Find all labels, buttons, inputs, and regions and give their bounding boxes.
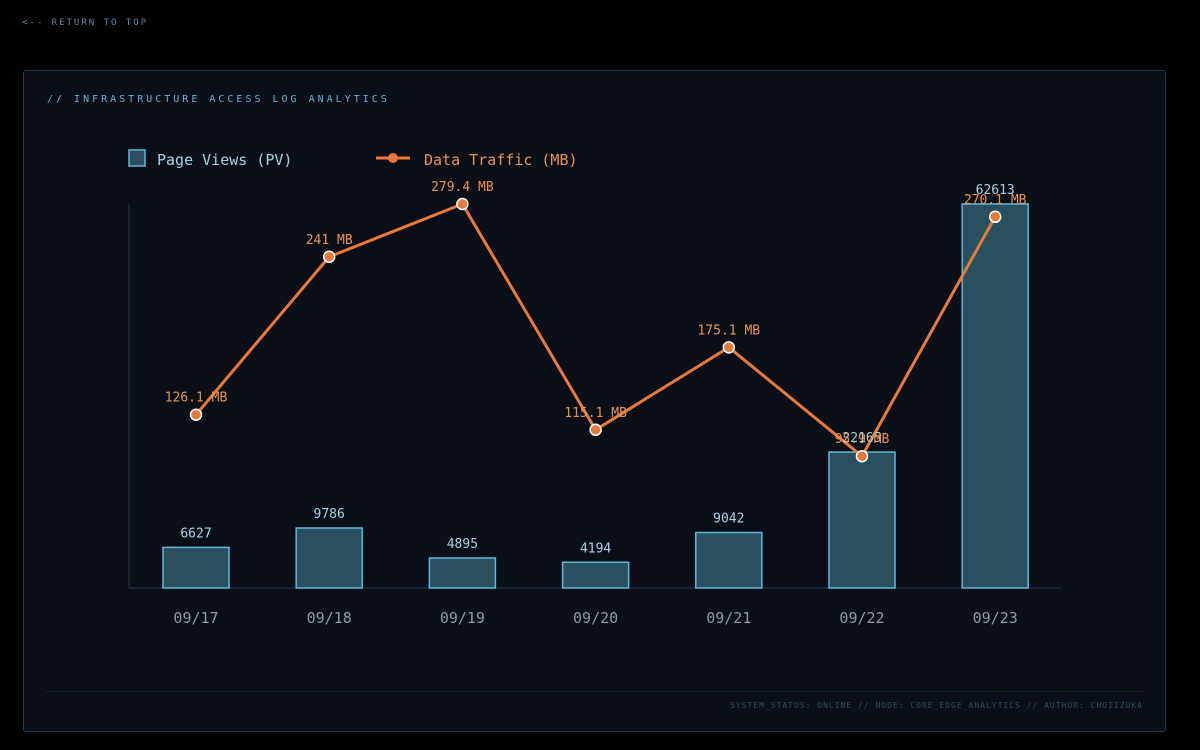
bar-value-label: 4895	[447, 537, 478, 552]
bar-value-label: 9786	[314, 507, 345, 522]
legend-data-traffic-label: Data Traffic (MB)	[424, 151, 578, 169]
line-value-label: 95.9 MB	[835, 432, 890, 447]
data-traffic-point	[855, 449, 869, 463]
bar-value-label: 4194	[580, 541, 611, 556]
x-tick-label: 09/18	[307, 609, 352, 627]
x-tick-label: 09/22	[839, 609, 884, 627]
footer-divider	[46, 691, 1143, 692]
line-value-label: 175.1 MB	[697, 323, 760, 338]
bar-page-views	[961, 203, 1029, 589]
legend-page-views-label: Page Views (PV)	[157, 151, 292, 169]
line-value-label: 126.1 MB	[165, 391, 228, 406]
line-value-label: 115.1 MB	[564, 406, 627, 421]
data-traffic-point	[456, 197, 469, 211]
data-traffic-point	[322, 250, 336, 264]
bar-page-views	[695, 531, 763, 589]
return-to-top-link[interactable]: <-- RETURN TO TOP	[22, 18, 149, 28]
bar-value-label: 22165	[842, 431, 881, 446]
traffic-chart: Page Views (PV) Data Traffic (MB) 6627 97…	[128, 149, 1061, 627]
bar-page-views	[828, 451, 896, 589]
bar-page-views	[295, 527, 363, 589]
data-traffic-point	[589, 423, 602, 437]
line-value-label: 270.1 MB	[964, 193, 1027, 208]
x-tick-label: 09/17	[173, 609, 218, 627]
x-tick-label: 09/21	[706, 609, 751, 627]
chart-panel: // INFRASTRUCTURE ACCESS LOG ANALYTICS P…	[23, 70, 1166, 732]
x-tick-label: 09/20	[573, 609, 618, 627]
bar-page-views	[162, 546, 230, 589]
bar-value-label: 9042	[713, 512, 744, 527]
bar-value-label: 62613	[976, 183, 1015, 198]
panel-title: // INFRASTRUCTURE ACCESS LOG ANALYTICS	[47, 94, 390, 105]
line-value-label: 241 MB	[306, 233, 353, 248]
x-tick-label: 09/19	[440, 609, 485, 627]
bar-value-label: 6627	[180, 526, 211, 541]
legend-data-traffic-swatch-dot	[388, 153, 398, 163]
system-status-footer: SYSTEM_STATUS: ONLINE // NODE: CORE_EDGE…	[730, 701, 1143, 710]
line-value-label: 279.4 MB	[431, 180, 494, 195]
chart-legend: Page Views (PV) Data Traffic (MB)	[128, 149, 578, 169]
bar-page-views	[428, 557, 497, 589]
x-tick-label: 09/23	[973, 609, 1018, 627]
legend-page-views-swatch	[128, 149, 146, 167]
data-traffic-point	[189, 408, 203, 421]
data-traffic-point	[722, 341, 736, 354]
data-traffic-point	[988, 210, 1002, 224]
bar-page-views	[561, 561, 630, 589]
